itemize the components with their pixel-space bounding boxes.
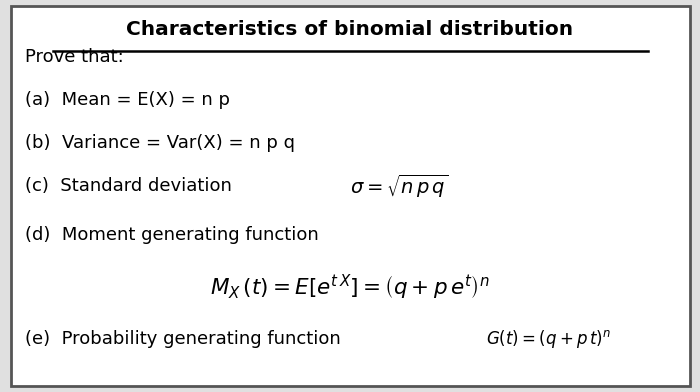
Text: (d)  Moment generating function: (d) Moment generating function [25, 226, 318, 244]
Text: $G(t) = (q + p\,t)^{n}$: $G(t) = (q + p\,t)^{n}$ [486, 328, 612, 350]
FancyBboxPatch shape [10, 6, 690, 386]
Text: Prove that:: Prove that: [25, 48, 123, 66]
Text: (b)  Variance = Var(X) = n p q: (b) Variance = Var(X) = n p q [25, 134, 295, 152]
Text: (a)  Mean = E(X) = n p: (a) Mean = E(X) = n p [25, 91, 230, 109]
Text: (c)  Standard deviation: (c) Standard deviation [25, 177, 232, 195]
Text: (e)  Probability generating function: (e) Probability generating function [25, 330, 340, 348]
Text: Characteristics of binomial distribution: Characteristics of binomial distribution [127, 20, 573, 38]
Text: $M_{X}\,(t) = E\left[e^{t\,X}\right] = \left(q + p\,e^{t}\right)^{n}$: $M_{X}\,(t) = E\left[e^{t\,X}\right] = \… [210, 272, 490, 301]
Text: $\sigma = \sqrt{n\,p\,q}$: $\sigma = \sqrt{n\,p\,q}$ [350, 172, 449, 200]
